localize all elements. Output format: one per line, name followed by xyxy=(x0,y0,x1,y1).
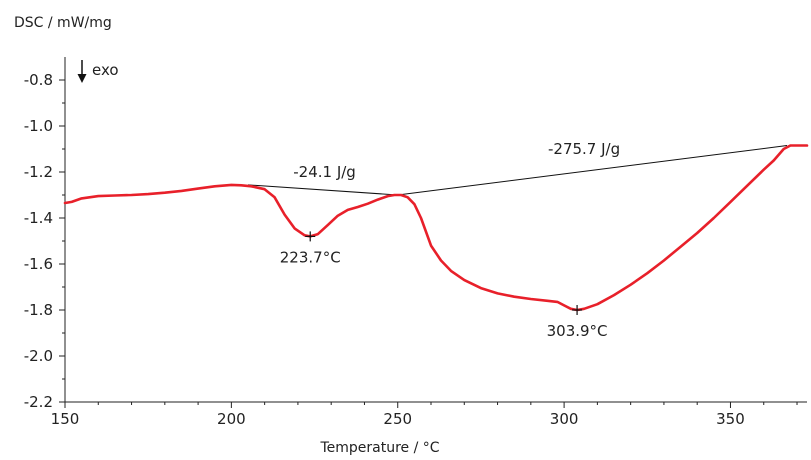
integration-baselines xyxy=(247,145,788,196)
y-tick-label: -1.0 xyxy=(24,117,53,135)
y-tick-label: -2.0 xyxy=(24,347,53,365)
y-tick-label: -1.4 xyxy=(24,209,53,227)
exo-label: exo xyxy=(92,61,119,79)
y-axis-title: DSC / mW/mg xyxy=(14,15,112,31)
peak-temperature-label: 223.7°C xyxy=(280,248,341,266)
x-tick-label: 250 xyxy=(383,410,412,428)
y-tick-label: -2.2 xyxy=(24,393,53,411)
exo-arrow-down-icon xyxy=(77,74,87,83)
dsc-curve xyxy=(63,144,809,312)
enthalpy-label: -24.1 J/g xyxy=(293,163,356,181)
y-tick-label: -0.8 xyxy=(24,71,53,89)
x-tick-label: 300 xyxy=(550,410,579,428)
y-tick-label: -1.2 xyxy=(24,163,53,181)
series-group xyxy=(63,144,809,312)
axes xyxy=(64,57,807,403)
y-tick-label: -1.6 xyxy=(24,255,53,273)
x-axis-title: Temperature / °C xyxy=(319,440,439,456)
integration-baseline xyxy=(247,184,398,196)
integration-baseline xyxy=(397,145,788,196)
x-tick-label: 350 xyxy=(716,410,745,428)
enthalpy-label: -275.7 J/g xyxy=(548,140,620,158)
exo-indicator: exo xyxy=(77,60,119,83)
peak-markers xyxy=(305,231,583,315)
peak-temperature-label: 303.9°C xyxy=(547,322,608,340)
annotations: -24.1 J/g -275.7 J/g 223.7°C 303.9°C xyxy=(280,140,620,340)
y-tick-label: -1.8 xyxy=(24,301,53,319)
x-tick-label: 150 xyxy=(51,410,80,428)
x-tick-label: 200 xyxy=(217,410,246,428)
